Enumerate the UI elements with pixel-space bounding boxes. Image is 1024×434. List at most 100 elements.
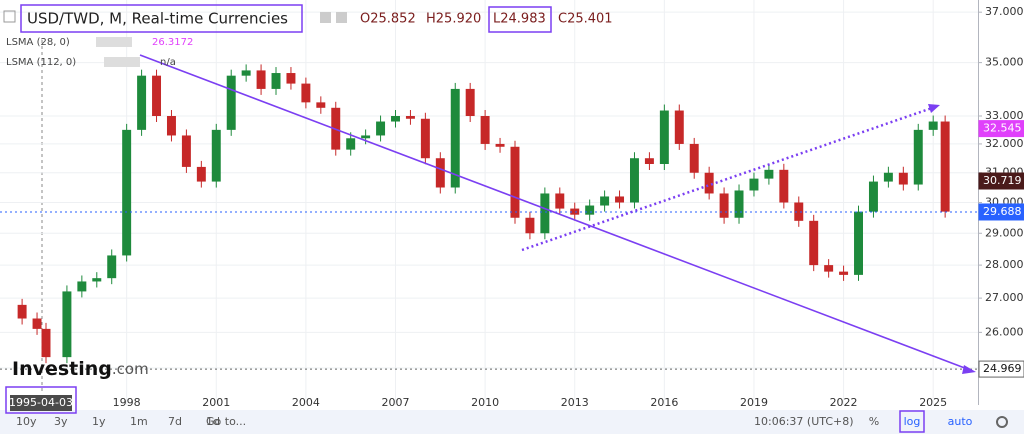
indicator-value: 26.3172 [152, 37, 193, 48]
indicator-name: LSMA (112, 0) [6, 57, 76, 68]
highlight-box [488, 6, 552, 33]
candle-body [749, 178, 759, 191]
price-label-bg [978, 203, 1024, 221]
price-label-bg [978, 120, 1024, 138]
low: L24.983 [493, 12, 546, 27]
candle-body [376, 121, 386, 136]
highlight-box [20, 4, 303, 33]
option-button[interactable]: % [869, 415, 879, 428]
candle-body [779, 169, 789, 203]
candle-body [674, 110, 684, 144]
collapse-icon[interactable] [3, 10, 16, 23]
y-tick-label: 28.000 [985, 258, 1024, 271]
option-button[interactable]: log [904, 415, 921, 428]
watermark: Investing.com [12, 358, 149, 380]
toolbar [0, 410, 1024, 434]
date-label-bg [10, 395, 72, 411]
x-tick-label: 2007 [382, 396, 410, 409]
candle-body [764, 169, 774, 179]
candle-body [898, 172, 908, 185]
range-button[interactable]: 3y [54, 415, 68, 428]
candle-body [32, 318, 42, 329]
range-button[interactable]: 1m [130, 415, 148, 428]
y-tick-label: 29.000 [985, 226, 1024, 239]
close: C25.401 [558, 12, 613, 27]
candle-body [868, 181, 878, 212]
candle-body [883, 172, 893, 182]
settings-button[interactable] [996, 416, 1008, 428]
range-button[interactable]: 1d [206, 415, 220, 428]
range-button[interactable]: 7d [168, 415, 182, 428]
candle-body [17, 304, 27, 319]
candle-body [166, 116, 176, 136]
trend-line [139, 54, 971, 371]
x-tick-label: 2010 [471, 396, 499, 409]
candle-body [137, 75, 147, 130]
x-tick-label: 2016 [650, 396, 678, 409]
chart-title: USD/TWD, M, Real-time Currencies [27, 10, 288, 28]
y-tick-label: 37.000 [985, 5, 1024, 18]
indicator-name: LSMA (28, 0) [6, 37, 70, 48]
candle-body [570, 208, 580, 215]
candle-body [480, 116, 490, 144]
candle-body [510, 146, 520, 218]
settings-icon[interactable] [336, 12, 347, 23]
candle-body [794, 202, 804, 221]
candle-body [719, 193, 729, 218]
price-label-bg [978, 172, 1024, 190]
candle-body [450, 88, 460, 188]
candle-body [391, 116, 400, 122]
candle-body [122, 129, 132, 256]
candle-body [854, 211, 863, 275]
candle-body [361, 135, 371, 139]
candle-body [41, 328, 51, 358]
range-button[interactable]: Go to... [206, 415, 246, 428]
candle-body [241, 70, 251, 76]
candle-body [92, 278, 102, 282]
indicator-icons[interactable] [104, 57, 140, 67]
range-button[interactable]: 1y [92, 415, 106, 428]
highlight-box [899, 410, 925, 433]
candle-body [256, 70, 266, 89]
candle-body [107, 255, 117, 279]
x-tick-label: 2001 [202, 396, 230, 409]
indicator-icons[interactable] [96, 37, 132, 47]
settings-icon[interactable] [320, 12, 331, 23]
candle-body [316, 102, 326, 108]
y-tick-label: 27.000 [985, 291, 1024, 304]
y-tick-label: 26.000 [985, 325, 1024, 338]
candle-body [286, 73, 296, 84]
candle-body [405, 116, 415, 119]
y-tick-label: 35.000 [985, 56, 1024, 69]
candle-body [585, 205, 595, 215]
price-label: 30.719 [983, 174, 1022, 187]
high: H25.920 [426, 12, 481, 27]
indicator-value: n/a [160, 57, 176, 68]
x-tick-label: 1998 [113, 396, 141, 409]
range-button[interactable]: 10y [16, 415, 37, 428]
candle-body [435, 158, 445, 188]
candle-body [495, 143, 505, 147]
arrow-head [928, 104, 940, 113]
candle-body [615, 196, 625, 203]
crosshair-date: 1995-04-03 [9, 396, 73, 409]
candle-body [62, 291, 72, 358]
candle-body [689, 143, 699, 173]
clock: 10:06:37 (UTC+8) [754, 415, 854, 428]
price-label: 32.545 [983, 122, 1022, 135]
candle-body [301, 83, 311, 103]
watermark-domain: .com [112, 360, 149, 378]
candle-body [644, 158, 654, 165]
price-label: 29.688 [983, 205, 1022, 218]
candle-body [540, 193, 550, 234]
x-tick-label: 2013 [561, 396, 589, 409]
candle-body [346, 138, 356, 150]
candle-body [824, 265, 834, 272]
x-tick-label: 2019 [740, 396, 768, 409]
candle-body [226, 75, 236, 130]
candle-body [525, 217, 535, 234]
option-button[interactable]: auto [948, 415, 973, 428]
candle-body [211, 129, 221, 182]
candle-body [809, 220, 819, 266]
candle-body [704, 172, 714, 194]
